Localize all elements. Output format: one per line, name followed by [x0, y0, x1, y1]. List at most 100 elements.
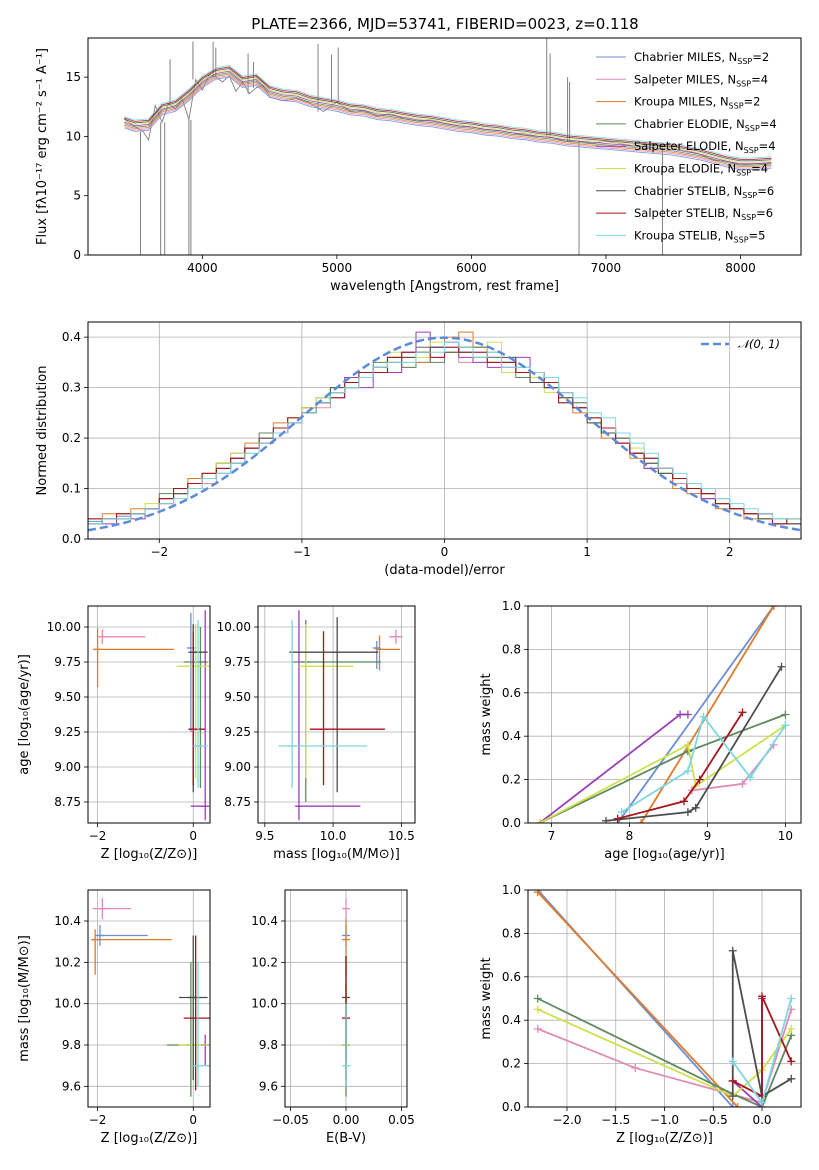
- y-tick-label: 9.50: [224, 690, 251, 704]
- model-spectrum-line: [124, 66, 772, 160]
- x-tick-label: 0.05: [388, 1113, 415, 1127]
- mass-weight-marker: [533, 994, 542, 1003]
- mass-weight-marker: [631, 1063, 640, 1072]
- mass-weight-marker: [680, 797, 688, 806]
- mass-weight-line: [732, 995, 793, 1098]
- mass-weight-marker: [617, 808, 626, 817]
- mass-weight-marker: [787, 1057, 796, 1066]
- mass-weight-marker: [535, 819, 544, 823]
- y-tick-label: 0.1: [62, 482, 81, 496]
- x-tick-label: 0.00: [333, 1113, 360, 1127]
- mass-weight-marker: [781, 721, 790, 730]
- mass-weight-marker: [533, 890, 542, 897]
- y-tick-label: 9.25: [224, 725, 251, 739]
- y-tick-label: 9.00: [54, 760, 81, 774]
- x-axis-label: wavelength [Angstrom, rest frame]: [330, 279, 559, 294]
- y-tick-label: 0.4: [502, 729, 521, 743]
- x-tick-label: −0.05: [272, 1113, 309, 1127]
- mass-weight-line: [732, 998, 763, 1107]
- gaussian-curve: [88, 336, 801, 532]
- mass-weight-marker: [728, 1076, 737, 1085]
- plot-area-age_vs_mass: [278, 610, 403, 821]
- panel-spectrum: 4000 5000 6000 7000 8000 0 5 10 15 wavelength [An…: [35, 37, 802, 294]
- y-tick-label: 0.8: [502, 642, 521, 656]
- mass-weight-marker: [699, 712, 708, 721]
- x-tick-label: 5000: [322, 261, 353, 275]
- plot-area-spectrum: [124, 38, 772, 255]
- legend-label: 𝒩(0, 1): [738, 337, 780, 351]
- mass-weight-line: [731, 950, 792, 1098]
- y-tick-label: 0.2: [502, 773, 521, 787]
- x-axis-label: mass [log₁₀(M/M⊙)]: [273, 847, 400, 862]
- y-tick-label: 1.0: [502, 599, 521, 613]
- mass-weight-line: [605, 666, 783, 822]
- mass-weight-marker: [787, 994, 796, 1003]
- mass-weight-line: [537, 997, 793, 1107]
- y-tick-label: 9.50: [54, 690, 81, 704]
- model-spectrum-line: [124, 70, 772, 165]
- x-tick-label: −1.5: [601, 1113, 630, 1127]
- axes-frame: [87, 321, 802, 540]
- mass-weight-line: [537, 891, 739, 1107]
- model-spectrum-line: [124, 74, 772, 169]
- mass-weight-marker: [738, 779, 747, 788]
- x-tick-label: −1.0: [650, 1113, 679, 1127]
- x-tick-label: −1: [293, 545, 311, 559]
- panel-massweight_vs_Z: −2.0 −1.5 −1.0 −0.5 0.0 0.0 0.2 0.4 0.6 0.8 1.0 Z […: [479, 883, 802, 1146]
- legend-label: Salpeter MILES, NSSP=4: [634, 72, 768, 88]
- figure-title: PLATE=2366, MJD=53741, FIBERID=0023, z=0…: [251, 15, 638, 33]
- mass-weight-marker: [787, 1074, 796, 1083]
- y-tick-label: 0.4: [62, 330, 81, 344]
- y-tick-label: 10.2: [251, 955, 278, 969]
- mass-weight-marker: [695, 775, 704, 784]
- x-axis-label: Z [log₁₀(Z/Z⊙)]: [616, 1131, 713, 1146]
- mass-weight-marker: [683, 740, 692, 749]
- x-tick-label: 0.0: [752, 1113, 771, 1127]
- x-tick-label: 10.0: [320, 829, 347, 843]
- y-tick-label: 0.4: [502, 1013, 521, 1027]
- x-tick-label: −2: [150, 545, 168, 559]
- x-tick-label: 1: [583, 545, 591, 559]
- y-axis-label: Flux [fλ10⁻¹⁷ erg cm⁻² s⁻¹ A⁻¹]: [35, 48, 50, 245]
- mass-weight-marker: [533, 1024, 542, 1033]
- y-tick-label: 15: [66, 70, 81, 84]
- y-tick-label: 0.0: [502, 816, 521, 830]
- y-tick-label: 0.2: [502, 1057, 521, 1071]
- panel-residuals: −2 −1 0 1 2 0.0 0.1 0.2 0.3 0.4 (data-model)/error…: [35, 321, 802, 578]
- y-tick-label: 10.00: [217, 620, 251, 634]
- mass-weight-marker: [777, 662, 786, 671]
- mass-weight-marker: [637, 819, 646, 823]
- mass-weight-marker: [602, 816, 610, 823]
- y-tick-label: 8.75: [224, 795, 251, 809]
- y-tick-label: 10: [66, 129, 81, 143]
- model-spectrum-line: [124, 76, 772, 170]
- y-axis-label: mass [log₁₀(M/M⊙)]: [17, 935, 32, 1062]
- mass-weight-marker: [733, 1103, 742, 1107]
- x-tick-label: 9: [704, 829, 712, 843]
- y-tick-label: 10.2: [54, 955, 81, 969]
- x-axis-label: E(B-V): [326, 1131, 366, 1146]
- panel-mass_vs_ebv: −0.05 0.00 0.05 9.6 9.8 10.0 10.2 10.4 E(B-V): [251, 889, 415, 1146]
- mass-weight-marker: [728, 1092, 737, 1101]
- model-spectrum-line: [124, 67, 772, 162]
- x-tick-label: 10: [778, 829, 793, 843]
- legend-label: Chabrier STELIB, NSSP=6: [634, 184, 774, 200]
- panel-massweight_vs_age: 7 8 9 10 0.0 0.2 0.4 0.6 0.8 1.0 age [log₁₀(age/yr…: [479, 599, 802, 862]
- y-axis-label: mass weight: [479, 673, 494, 755]
- mass-weight-marker: [683, 766, 692, 775]
- mass-weight-line: [691, 744, 775, 792]
- legend-label: Salpeter ELODIE, NSSP=4: [634, 139, 776, 155]
- mass-weight-marker: [613, 814, 622, 823]
- y-tick-label: 9.6: [259, 1079, 278, 1093]
- axes-frame: [87, 889, 211, 1108]
- x-tick-label: −2: [89, 1113, 107, 1127]
- legend-label: Salpeter STELIB, NSSP=6: [634, 206, 773, 222]
- plot-area-mass_vs_ebv: [342, 898, 350, 1097]
- panel-age_vs_mass: 9.5 10.0 10.5 8.75 9.00 9.25 9.50 9.75 10.00 mass…: [217, 605, 416, 862]
- x-tick-label: 7000: [591, 261, 622, 275]
- x-tick-label: 7: [548, 829, 556, 843]
- mass-weight-line: [537, 1009, 793, 1104]
- y-tick-label: 9.8: [259, 1038, 278, 1052]
- mass-weight-marker: [758, 992, 766, 1001]
- y-tick-label: 9.00: [224, 760, 251, 774]
